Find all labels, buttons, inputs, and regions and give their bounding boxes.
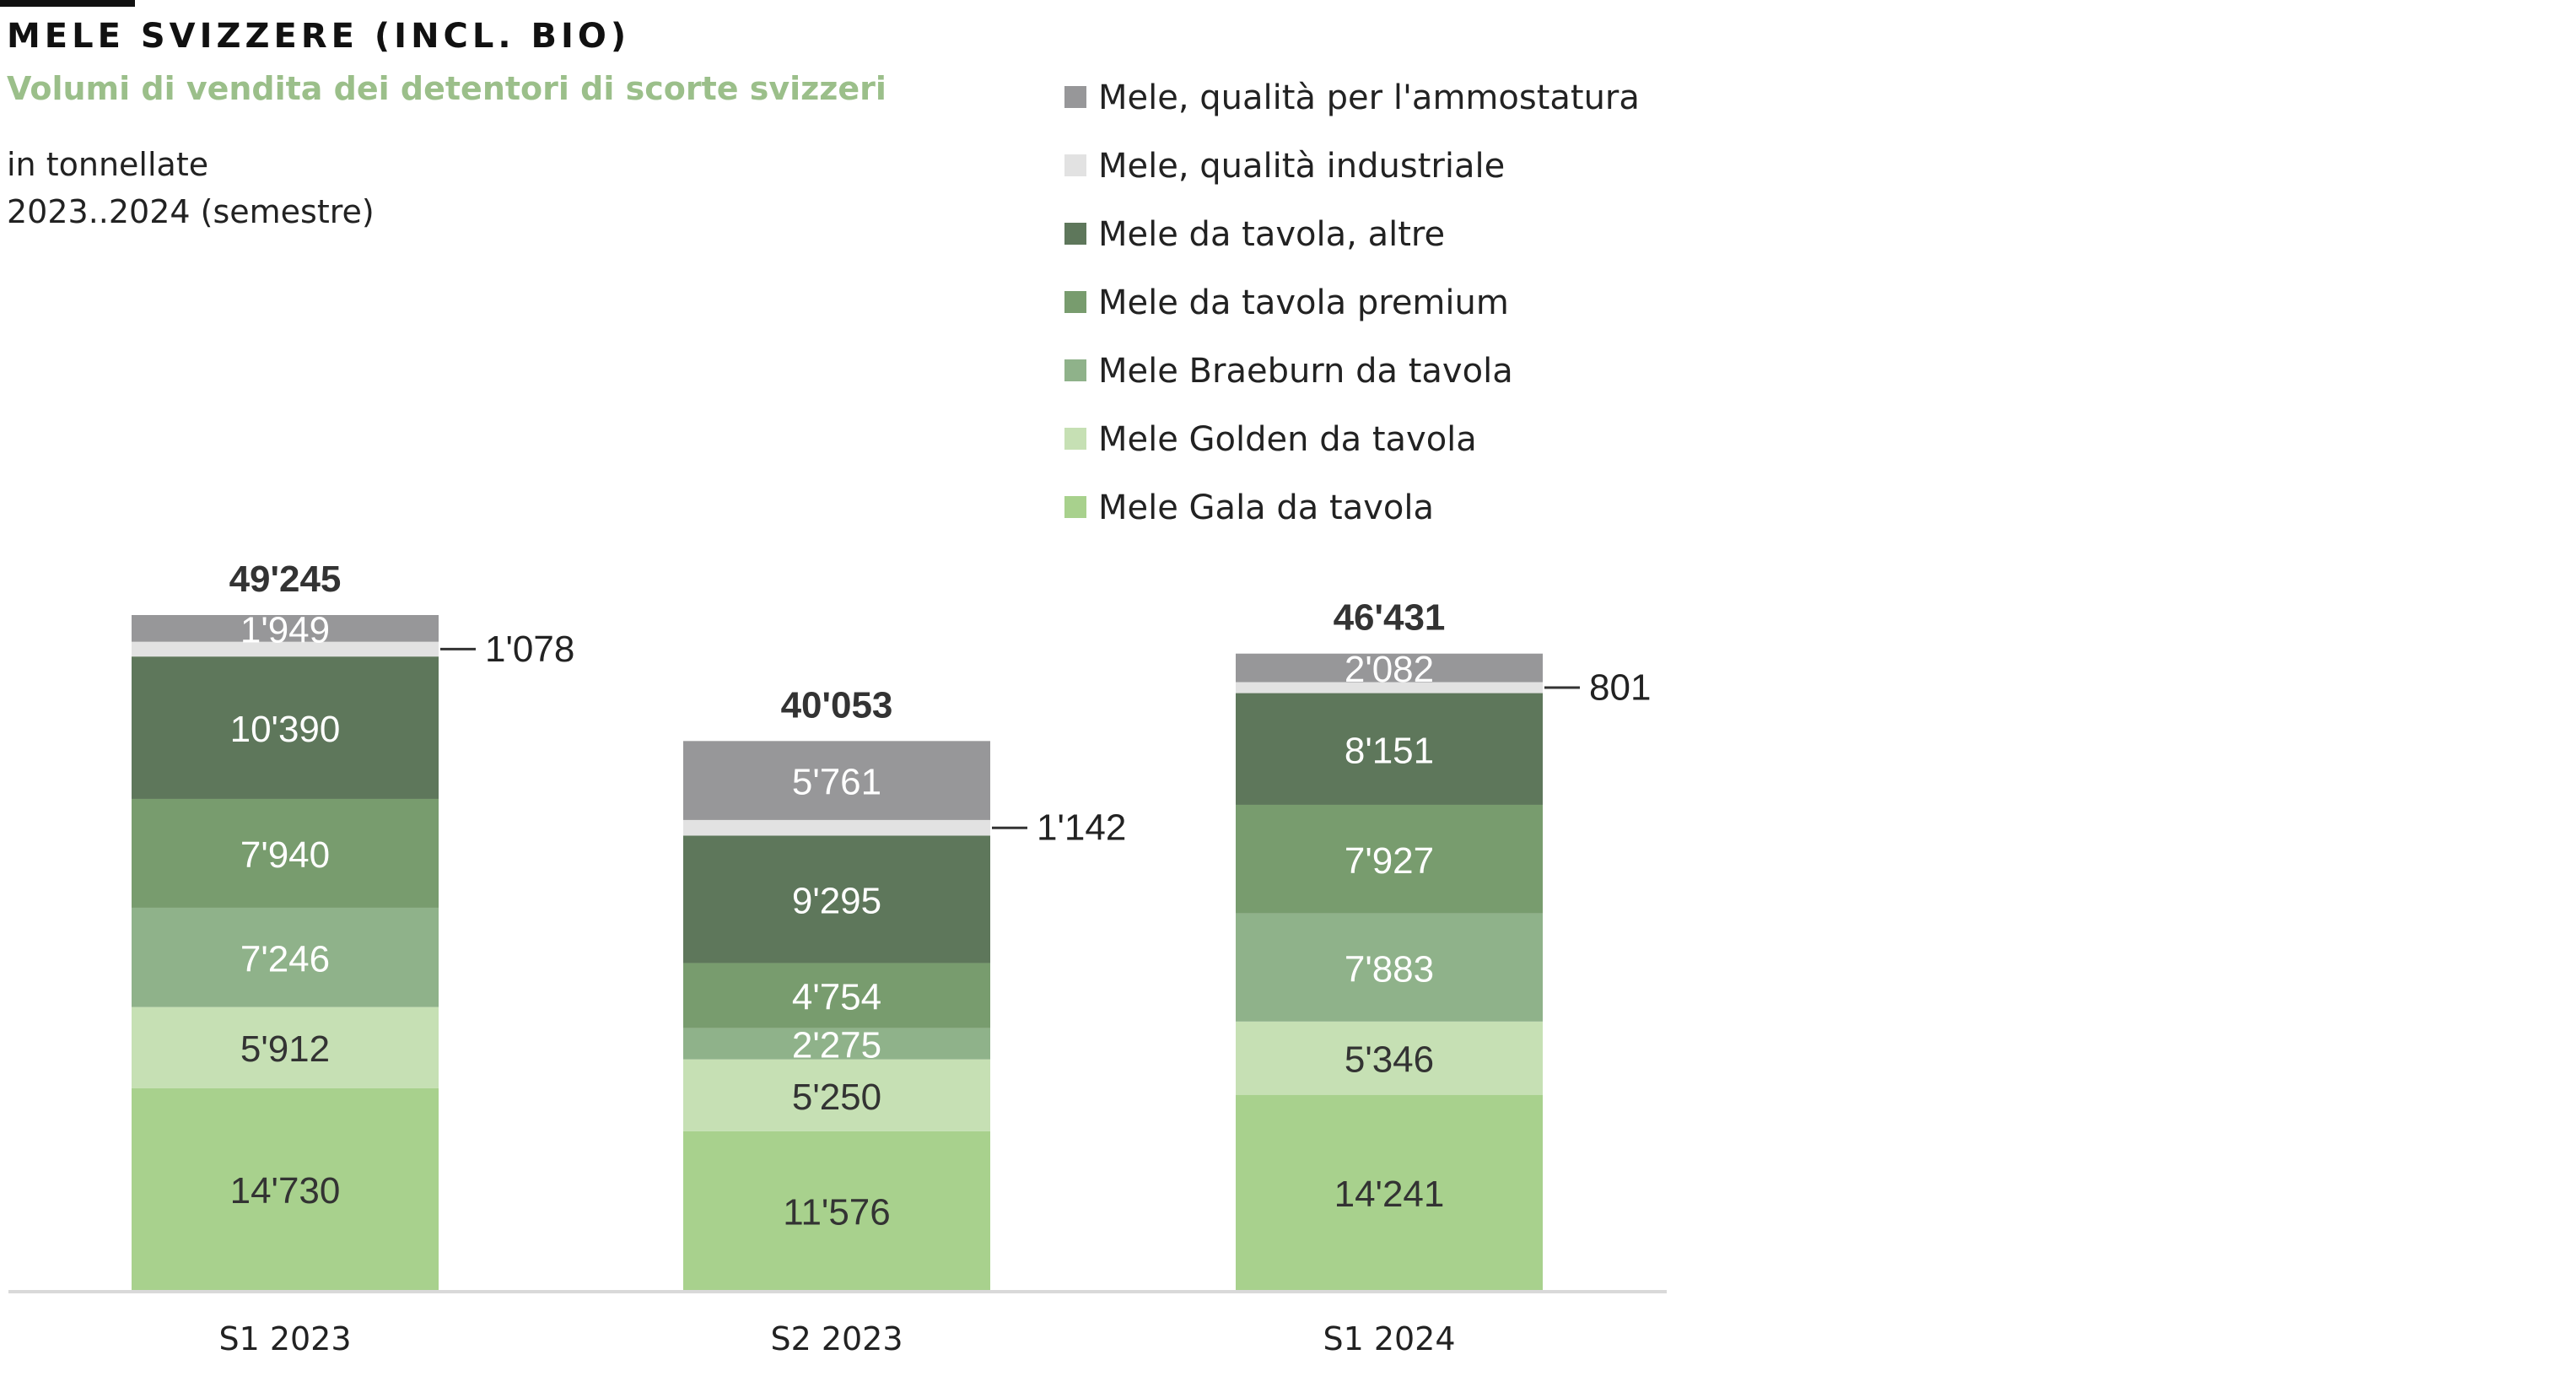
bar-total-label: 46'431 (1334, 597, 1446, 639)
bar-total-label: 40'053 (781, 684, 893, 726)
bar-segment (683, 835, 990, 963)
segment-value-label: 801 (1589, 667, 1651, 709)
bar-segment (1236, 913, 1543, 1022)
legend-label: Mele Braeburn da tavola (1098, 352, 1513, 391)
bar-segment (1236, 682, 1543, 694)
bar-segment (132, 656, 439, 799)
segment-value-label: 7'883 (1345, 948, 1434, 990)
legend-label: Mele Golden da tavola (1098, 420, 1477, 459)
segment-value-label: 7'940 (240, 834, 330, 876)
bar-segment (683, 819, 990, 836)
legend-swatch (1064, 154, 1086, 176)
legend: Mele, qualità per l'ammostatura Mele, qua… (1064, 78, 1640, 527)
segment-value-label: 7'246 (240, 938, 330, 980)
category-labels: S1 2023 S2 2023 S1 2024 (218, 1320, 1455, 1357)
segment-value-label: 5'912 (240, 1028, 330, 1070)
bar-segment (1236, 804, 1543, 914)
category-label: S1 2024 (1323, 1320, 1455, 1357)
legend-label: Mele da tavola, altre (1098, 215, 1445, 254)
category-label: S1 2023 (218, 1320, 351, 1357)
legend-swatch (1064, 291, 1086, 313)
bar-total-label: 49'245 (229, 559, 342, 600)
legend-label: Mele da tavola premium (1098, 283, 1509, 322)
unit-label: in tonnellate (7, 146, 208, 183)
legend-label: Mele Gala da tavola (1098, 488, 1434, 527)
bar-segment (683, 963, 990, 1028)
legend-label: Mele, qualità industriale (1098, 147, 1505, 186)
legend-swatch (1064, 86, 1086, 108)
segment-value-label: 7'927 (1345, 840, 1434, 882)
bar-segment (132, 1007, 439, 1088)
legend-swatch (1064, 496, 1086, 518)
bar-segment (1236, 693, 1543, 805)
segment-value-label: 11'576 (783, 1191, 891, 1233)
legend-swatch (1064, 223, 1086, 245)
bar-segment (1236, 1094, 1543, 1290)
segment-value-label: 1'078 (485, 629, 574, 670)
bar-segment (683, 741, 990, 820)
bar-segment (132, 1087, 439, 1290)
segment-value-label: 5'250 (792, 1077, 881, 1118)
bar-segment (132, 641, 439, 657)
bar-segment (132, 798, 439, 908)
bar-segment (683, 1131, 990, 1290)
bar-segment (683, 1059, 990, 1131)
segment-value-label: 10'390 (230, 709, 341, 750)
segment-value-label: 14'241 (1334, 1174, 1445, 1215)
segment-value-label: 14'730 (230, 1170, 341, 1212)
legend-swatch (1064, 359, 1086, 381)
segment-value-label: 2'082 (1345, 649, 1434, 690)
period-label: 2023..2024 (semestre) (7, 193, 375, 230)
bars-area: 14'730 5'912 7'246 7'940 10'390 1'078 1'949 49'… (132, 559, 1651, 1290)
bar-segment (1236, 1021, 1543, 1095)
bar-segment (683, 1028, 990, 1060)
segment-value-label: 4'754 (792, 977, 881, 1018)
bar-segment (132, 615, 439, 642)
segment-value-label: 2'275 (792, 1025, 881, 1066)
segment-value-label: 9'295 (792, 880, 881, 921)
segment-value-label: 5'761 (792, 762, 881, 803)
segment-value-label: 8'151 (1345, 730, 1434, 771)
chart-subtitle: Volumi di vendita dei detentori di scort… (7, 70, 887, 107)
bar-segment (1236, 653, 1543, 683)
bar-segment (132, 907, 439, 1007)
category-label: S2 2023 (770, 1320, 903, 1357)
segment-value-label: 5'346 (1345, 1039, 1434, 1081)
title-accent-bar (0, 0, 135, 7)
segment-value-label: 1'949 (240, 609, 330, 650)
legend-label: Mele, qualità per l'ammostatura (1098, 78, 1640, 117)
chart-title: MELE SVIZZERE (INCL. BIO) (7, 17, 630, 56)
segment-value-label: 1'142 (1037, 807, 1126, 849)
legend-swatch (1064, 428, 1086, 450)
